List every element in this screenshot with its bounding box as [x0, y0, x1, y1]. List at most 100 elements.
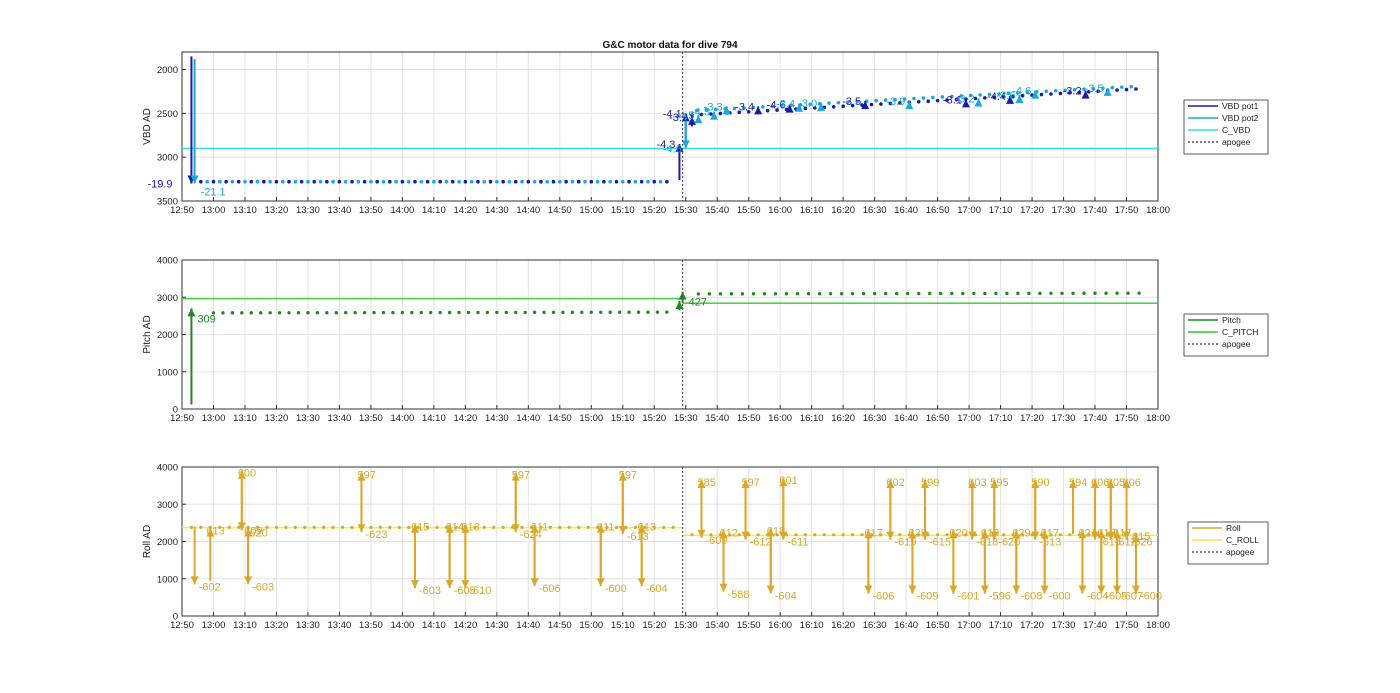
vbd-point: [362, 179, 367, 184]
vbd-point: [658, 179, 663, 184]
roll-arrow-label: 615: [411, 522, 429, 534]
pitch-point: [466, 310, 471, 315]
roll-point: [265, 525, 269, 529]
vbd-point: [469, 179, 474, 184]
y-tick-label: 0: [173, 405, 178, 416]
roll-arrow-label: -618: [976, 537, 998, 549]
legend-box: [1183, 313, 1269, 357]
roll-arrow-label: 601: [779, 475, 797, 487]
pitch-point: [928, 291, 932, 296]
vbd-arrow-label: -4.5: [675, 110, 694, 122]
pitch-point: [961, 291, 965, 296]
pitch-point: [315, 311, 320, 315]
roll-arrow-head: [530, 578, 539, 587]
vbd-point: [255, 179, 260, 184]
roll-arrow-label: -606: [872, 591, 894, 603]
roll-arrow-label: -600: [1049, 591, 1071, 603]
x-tick-label: 16:00: [768, 620, 792, 631]
pitch-point: [353, 310, 357, 315]
legend-box: [1183, 99, 1269, 155]
x-tick-label: 17:30: [1052, 620, 1076, 631]
vbd-point: [836, 100, 841, 105]
x-tick-label: 13:10: [233, 205, 257, 216]
pitch-point: [391, 310, 395, 315]
vbd-point: [551, 179, 556, 184]
vbd-arrow-head: [681, 140, 690, 149]
roll-arrow-label: 611: [597, 522, 615, 534]
vbd-point: [973, 96, 978, 101]
x-tick-label: 15:00: [579, 205, 603, 216]
vbd-point: [262, 179, 266, 184]
pitch-point: [646, 310, 650, 314]
vbd-arrow-label: -3.9: [886, 96, 905, 108]
vbd-point: [808, 102, 812, 107]
vbd-point: [803, 106, 808, 111]
roll-arrow-label: 612: [720, 527, 738, 539]
roll-arrow-label: -588: [728, 589, 750, 601]
roll-arrow-label: 590: [1031, 477, 1049, 489]
pitch-point: [817, 291, 822, 296]
roll-point: [1058, 533, 1062, 537]
vbd-point: [444, 179, 449, 184]
roll-point: [218, 525, 222, 529]
x-tick-label: 13:50: [359, 413, 383, 424]
axes-frame: [181, 51, 1159, 202]
y-axis-label: Pitch AD: [142, 315, 153, 353]
x-tick-label: 18:00: [1146, 620, 1170, 631]
x-tick-label: 12:50: [170, 620, 194, 631]
pitch-point: [476, 310, 480, 315]
vbd-point: [432, 179, 436, 184]
vbd-arrow-head: [795, 103, 804, 112]
pitch-point: [287, 311, 291, 315]
roll-arrow-label: -600: [605, 583, 627, 595]
vbd-point: [1110, 85, 1115, 90]
vbd-point: [513, 179, 518, 184]
pitch-point: [1016, 291, 1020, 296]
vbd-point: [463, 179, 468, 184]
pitch-point: [570, 310, 575, 315]
roll-arrow-label: -619: [894, 537, 916, 549]
x-tick-label: 12:50: [170, 413, 194, 424]
pitch-point: [381, 310, 386, 315]
roll-point: [425, 525, 430, 529]
x-tick-label: 18:00: [1146, 205, 1170, 216]
x-tick-label: 17:10: [989, 205, 1013, 216]
vbd-arrow-head: [710, 111, 719, 120]
roll-arrow-label: -611: [787, 537, 808, 549]
x-tick-label: 16:40: [894, 205, 918, 216]
pitch-point: [828, 291, 833, 296]
x-tick-label: 14:50: [548, 413, 572, 424]
vbd-point: [761, 105, 765, 109]
pitch-point: [542, 310, 546, 315]
vbd-point: [1063, 88, 1067, 93]
x-tick-label: 17:10: [989, 620, 1013, 631]
x-tick-label: 17:00: [957, 413, 981, 424]
x-tick-label: 17:20: [1020, 205, 1044, 216]
vbd-point: [1001, 94, 1006, 99]
vbd-point: [646, 179, 650, 184]
roll-point: [548, 525, 552, 529]
roll-arrow-head: [980, 585, 989, 594]
pitch-point: [1126, 291, 1130, 295]
vbd-point: [751, 105, 756, 110]
vbd-point: [280, 179, 285, 184]
roll-point: [388, 525, 392, 529]
pitch-point: [457, 310, 461, 315]
vbd-point: [855, 99, 860, 104]
vbd-point: [488, 179, 493, 184]
x-tick-label: 14:20: [453, 620, 477, 631]
vbd-arrow-label: -4.6: [767, 100, 786, 112]
vbd-point: [1058, 91, 1063, 96]
roll-point: [312, 525, 316, 529]
roll-arrow-label: -615: [929, 537, 951, 549]
x-tick-label: 13:30: [296, 205, 320, 216]
pitch-point: [839, 291, 844, 296]
roll-point: [322, 525, 326, 529]
vbd-point: [639, 179, 644, 184]
x-tick-label: 15:50: [737, 413, 761, 424]
pitch-point: [784, 292, 789, 296]
x-tick-label: 12:50: [170, 205, 194, 216]
roll-arrow-label: 613: [461, 522, 479, 534]
vbd-arrow-label: -4.4: [987, 91, 1006, 103]
x-tick-label: 15:00: [579, 413, 603, 424]
